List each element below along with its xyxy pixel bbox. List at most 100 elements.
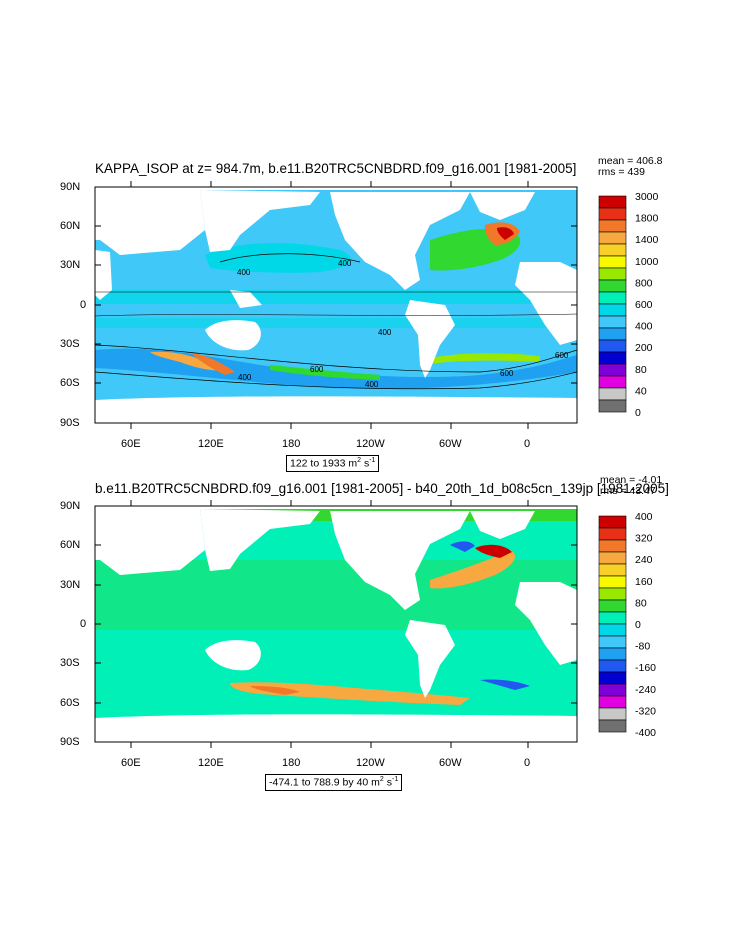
panel2-lon-60e: 60E bbox=[121, 757, 141, 769]
colorbar-label: 600 bbox=[635, 299, 653, 311]
panel2-map bbox=[95, 506, 577, 742]
panel2-land-namerica bbox=[330, 511, 470, 610]
colorbar-swatch bbox=[598, 671, 627, 685]
colorbar-swatch bbox=[598, 315, 627, 329]
colorbar-label: 1800 bbox=[635, 213, 659, 225]
panel1-contour-label: 400 bbox=[237, 268, 251, 277]
colorbar-swatch bbox=[598, 387, 627, 401]
panel2-lat-60n: 60N bbox=[60, 539, 81, 551]
panel1-lon-120w: 120W bbox=[356, 438, 385, 450]
svg-text:400: 400 bbox=[378, 328, 392, 337]
panel1-rms: rms = 439 bbox=[598, 166, 645, 178]
svg-text:400: 400 bbox=[338, 259, 352, 268]
colorbar-label: -240 bbox=[635, 684, 656, 696]
svg-text:600: 600 bbox=[555, 351, 569, 360]
colorbar-swatch bbox=[598, 563, 627, 577]
colorbar-swatch bbox=[598, 623, 627, 637]
colorbar-swatch bbox=[598, 719, 627, 733]
colorbar-label: 240 bbox=[635, 554, 653, 566]
colorbar-swatch bbox=[598, 399, 627, 413]
colorbar-swatch bbox=[598, 611, 627, 625]
panel2-lat-90s: 90S bbox=[60, 736, 80, 748]
panel1-range-label: 122 to 1933 m2 s-1 bbox=[286, 455, 380, 472]
colorbar-swatch bbox=[598, 195, 627, 209]
colorbar-swatch bbox=[598, 351, 627, 365]
panel2-lon-120w: 120W bbox=[356, 757, 385, 769]
panel2-land-eurasia bbox=[95, 509, 205, 575]
colorbar-swatch bbox=[598, 279, 627, 293]
colorbar-label: 0 bbox=[635, 619, 641, 631]
colorbar-swatch bbox=[598, 327, 627, 341]
panel1-lat-30s: 30S bbox=[60, 338, 80, 350]
panel2-lat-30s: 30S bbox=[60, 657, 80, 669]
panel1-land-antarctica bbox=[95, 396, 577, 423]
colorbar-label: 80 bbox=[635, 597, 647, 609]
panel2-ticks bbox=[95, 500, 577, 748]
panel1-lon-60w: 60W bbox=[439, 438, 462, 450]
panel1-lat-60s: 60S bbox=[60, 377, 80, 389]
panel1-lat-60n: 60N bbox=[60, 220, 81, 232]
panel1-lon-60e: 60E bbox=[121, 438, 141, 450]
colorbar-swatch bbox=[598, 707, 627, 721]
colorbar-swatch bbox=[598, 539, 627, 553]
svg-text:600: 600 bbox=[310, 365, 324, 374]
panel1-map: 400 400 400 400 600 400 600 600 bbox=[95, 187, 577, 423]
panel2-lat-0: 0 bbox=[80, 618, 87, 630]
colorbar-swatch bbox=[598, 219, 627, 233]
colorbar-swatch bbox=[598, 695, 627, 709]
colorbar-label: 1000 bbox=[635, 256, 659, 268]
panel2-lon-60w: 60W bbox=[439, 757, 462, 769]
colorbar-label: -160 bbox=[635, 662, 656, 674]
colorbar-label: 1400 bbox=[635, 234, 659, 246]
panel1-land-namerica bbox=[330, 192, 470, 290]
panel1-lat-90s: 90S bbox=[60, 417, 80, 429]
colorbar-label: 160 bbox=[635, 576, 653, 588]
panel2-lat-90n: 90N bbox=[60, 500, 81, 512]
panel2-lon-0: 0 bbox=[524, 757, 531, 769]
panel1-lon-0: 0 bbox=[524, 438, 531, 450]
colorbar-swatch bbox=[598, 551, 627, 565]
panel2-stats: mean = -4.01 rms = 43.47 bbox=[600, 475, 662, 497]
colorbar-swatch bbox=[598, 575, 627, 589]
colorbar-swatch bbox=[598, 659, 627, 673]
colorbar-swatch bbox=[598, 291, 627, 305]
panel2-land-africa bbox=[515, 582, 577, 665]
panel2-lon-120e: 120E bbox=[198, 757, 224, 769]
colorbar-swatch bbox=[598, 527, 627, 541]
colorbar-label: 200 bbox=[635, 342, 653, 354]
panel1-land-samerica bbox=[405, 300, 455, 378]
panel2-rms: rms = 43.47 bbox=[600, 485, 656, 497]
panel2-lat-60s: 60S bbox=[60, 697, 80, 709]
svg-text:400: 400 bbox=[238, 373, 252, 382]
panel1-lon-120e: 120E bbox=[198, 438, 224, 450]
colorbar-swatch bbox=[598, 267, 627, 281]
panel2-lat-30n: 30N bbox=[60, 579, 81, 591]
panel1-lat-90n: 90N bbox=[60, 181, 81, 193]
svg-text:600: 600 bbox=[500, 369, 514, 378]
panel1-stats: mean = 406.8 rms = 439 bbox=[598, 156, 663, 178]
panel1-land-australia bbox=[205, 320, 261, 351]
colorbar-swatch bbox=[598, 647, 627, 661]
colorbar-label: 0 bbox=[635, 407, 641, 419]
panel1-mean: mean = 406.8 bbox=[598, 155, 663, 167]
panel2-land-samerica bbox=[405, 620, 455, 698]
colorbar-label: -320 bbox=[635, 705, 656, 717]
colorbar-label: 400 bbox=[635, 511, 653, 523]
colorbar-label: -80 bbox=[635, 641, 650, 653]
colorbar-swatch bbox=[598, 231, 627, 245]
panel1-ticks bbox=[95, 181, 577, 429]
panel1-lat-0: 0 bbox=[80, 299, 87, 311]
panel2-land-antarctica bbox=[95, 714, 577, 742]
colorbar-swatch bbox=[598, 303, 627, 317]
colorbar-label: 80 bbox=[635, 364, 647, 376]
panel1-lat-30n: 30N bbox=[60, 259, 81, 271]
colorbar-swatch bbox=[598, 635, 627, 649]
panel2-land-australia bbox=[205, 640, 261, 671]
panel1-land-eurasia bbox=[95, 190, 205, 255]
colorbar-swatch bbox=[598, 243, 627, 257]
colorbar-label: 40 bbox=[635, 385, 647, 397]
colorbar-swatch bbox=[598, 363, 627, 377]
colorbar-swatch bbox=[598, 207, 627, 221]
